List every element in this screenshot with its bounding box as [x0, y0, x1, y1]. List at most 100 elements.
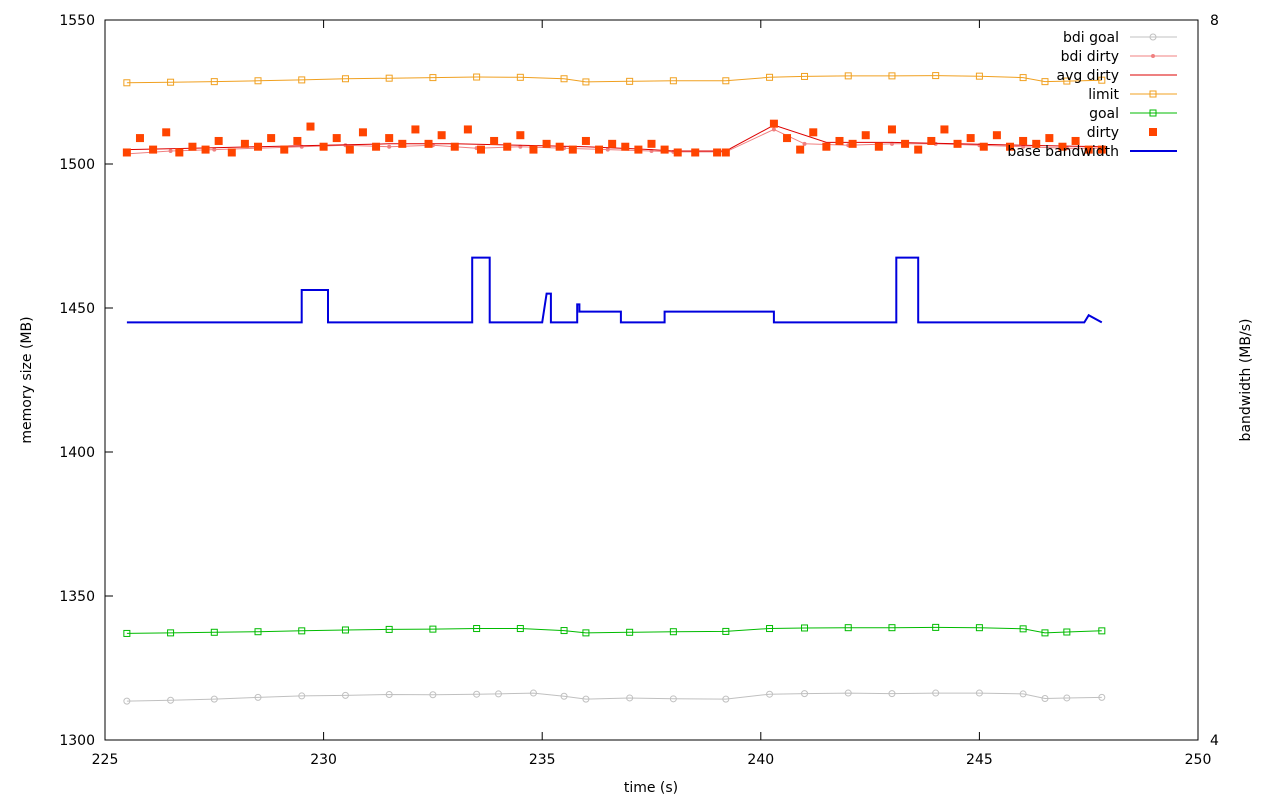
data-point [516, 131, 525, 140]
legend-swatch-marker [1149, 33, 1157, 41]
series-line [126, 692, 1102, 702]
data-point [516, 625, 524, 633]
data-point [887, 125, 896, 134]
data-point [424, 139, 433, 148]
series-dirty [122, 119, 1106, 157]
data-point [626, 694, 634, 702]
legend-label: avg dirty [1056, 68, 1119, 84]
y-tick-label: 1300 [59, 733, 95, 749]
data-point [1098, 693, 1106, 701]
data-point [123, 697, 131, 705]
data-point [1019, 625, 1027, 633]
data-point [582, 695, 590, 703]
legend-label: limit [1088, 87, 1119, 103]
data-point [669, 77, 677, 85]
data-point [1063, 77, 1071, 85]
data-point [766, 625, 774, 633]
data-point [175, 148, 184, 157]
data-point [167, 629, 175, 637]
data-point [240, 139, 249, 148]
data-point [162, 128, 171, 137]
data-point [861, 131, 870, 140]
data-point [888, 624, 896, 632]
data-point [1063, 694, 1071, 702]
data-point [341, 626, 349, 634]
data-point [582, 629, 590, 637]
data-point [214, 136, 223, 145]
legend-swatch-marker [1149, 109, 1157, 117]
data-point [888, 690, 896, 698]
data-point [254, 142, 263, 151]
series-line [126, 256, 1103, 324]
data-point [476, 145, 485, 154]
data-point [429, 691, 437, 699]
data-point [1084, 145, 1093, 154]
data-point [953, 139, 962, 148]
data-point [888, 72, 896, 80]
plot-frame [104, 19, 1199, 741]
data-point [802, 141, 807, 146]
legend-swatch-marker [1151, 54, 1155, 58]
data-point [1058, 142, 1067, 151]
data-point [210, 628, 218, 636]
data-point [660, 145, 669, 154]
data-point [332, 134, 341, 143]
x-axis-title: time (s) [624, 780, 678, 796]
data-point [149, 145, 158, 154]
data-point [771, 127, 776, 132]
data-point [385, 690, 393, 698]
data-point [975, 689, 983, 697]
data-point [411, 125, 420, 134]
data-point [201, 145, 210, 154]
data-point [581, 136, 590, 145]
data-point [341, 691, 349, 699]
data-point [568, 145, 577, 154]
data-point [796, 145, 805, 154]
data-point [992, 131, 1001, 140]
data-point [168, 149, 173, 154]
axis-ticks: 225 230 235 240 245 250 1300 1350 1400 1450 1500 15… [59, 13, 1219, 768]
y2-tick-label: 4 [1210, 733, 1219, 749]
data-point [975, 624, 983, 632]
data-point [188, 142, 197, 151]
data-point [1097, 145, 1106, 154]
data-point [582, 78, 590, 86]
x-tick-label: 245 [966, 752, 993, 768]
data-point [722, 77, 730, 85]
data-point [1045, 134, 1054, 143]
data-point [450, 142, 459, 151]
data-point [280, 145, 289, 154]
data-point [801, 690, 809, 698]
data-point [1019, 136, 1028, 145]
data-point [1041, 695, 1049, 703]
data-point [626, 628, 634, 636]
data-point [1098, 76, 1106, 84]
legend-label: bdi dirty [1061, 49, 1119, 65]
data-point [529, 689, 537, 697]
data-point [1019, 74, 1027, 82]
data-point [1032, 139, 1041, 148]
data-point [503, 142, 512, 151]
data-point [306, 122, 315, 131]
data-point [123, 629, 131, 637]
data-point [298, 76, 306, 84]
data-point [560, 692, 568, 700]
data-point [605, 147, 610, 152]
data-point [769, 119, 778, 128]
data-point [940, 125, 949, 134]
data-point [167, 78, 175, 86]
data-point [722, 695, 730, 703]
series-layer [122, 72, 1106, 705]
y-tick-label: 1500 [59, 157, 95, 173]
data-point [721, 148, 730, 157]
data-point [1019, 690, 1027, 698]
data-point [341, 75, 349, 83]
legend-label: goal [1089, 106, 1119, 122]
data-point [542, 139, 551, 148]
data-point [722, 627, 730, 635]
data-point [673, 148, 682, 157]
data-point [621, 142, 630, 151]
data-point [437, 131, 446, 140]
data-point [387, 144, 392, 149]
